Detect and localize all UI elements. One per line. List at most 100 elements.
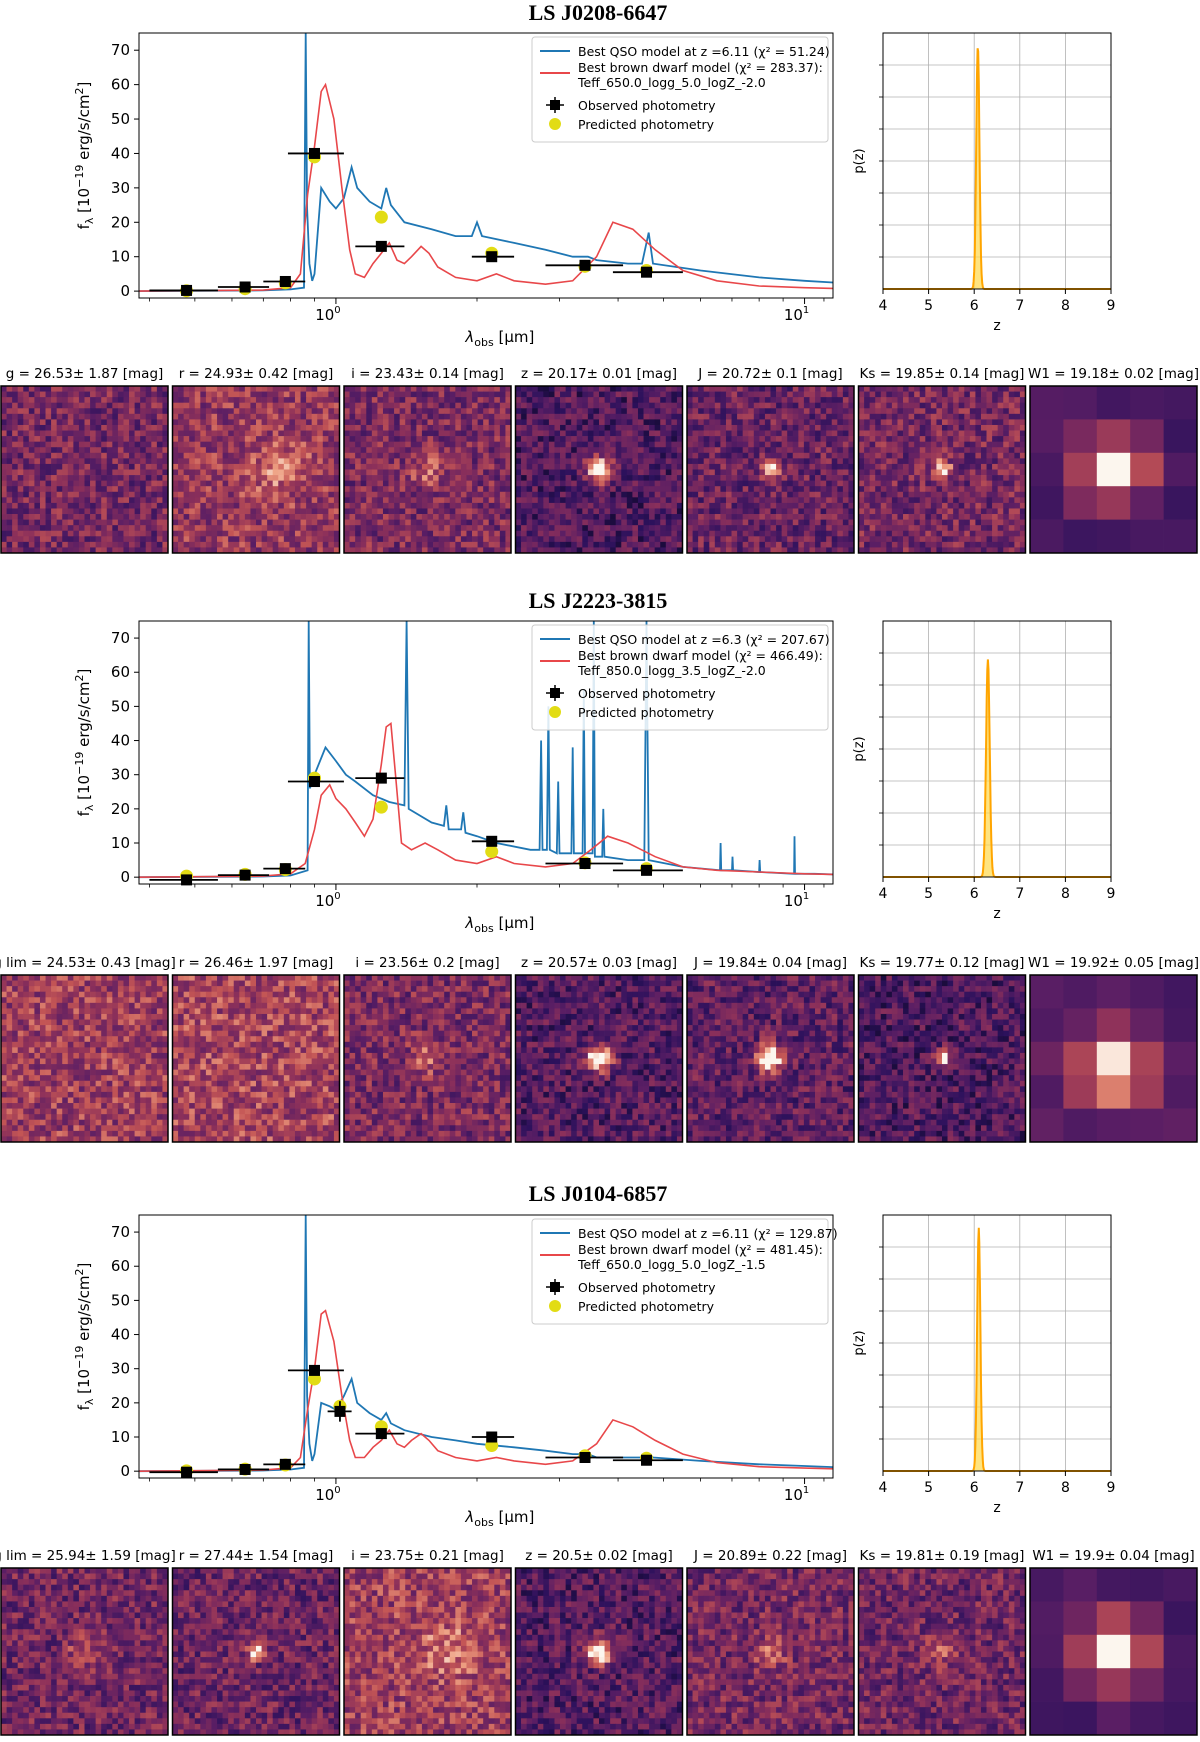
- cutout-pixel: [278, 542, 284, 548]
- cutout-pixel: [720, 503, 726, 509]
- cutout-pixel: [649, 431, 655, 437]
- cutout-pixel: [787, 470, 793, 476]
- cutout-pixel: [317, 447, 323, 453]
- cutout-pixel: [726, 497, 732, 503]
- cutout-pixel: [771, 436, 777, 442]
- cutout-pixel: [189, 458, 195, 464]
- cutout-pixel: [704, 536, 710, 542]
- cutout-pixel: [793, 392, 799, 398]
- cutout-pixel: [538, 542, 544, 548]
- cutout-pixel: [560, 414, 566, 420]
- cutout-pixel: [79, 419, 85, 425]
- cutout-pixel: [416, 514, 422, 520]
- cutout-pixel: [223, 431, 229, 437]
- cutout-pixel: [743, 464, 749, 470]
- cutout-pixel: [554, 447, 560, 453]
- cutout-pixel: [489, 453, 495, 459]
- cutout-pixel: [366, 414, 372, 420]
- cutout-pixel: [992, 425, 998, 431]
- cutout-pixel: [632, 508, 638, 514]
- cutout-pixel: [57, 497, 63, 503]
- cutout-pixel: [715, 470, 721, 476]
- cutout-pixel: [40, 431, 46, 437]
- cutout-pixel: [146, 386, 152, 392]
- cutout-pixel: [107, 386, 113, 392]
- cutout-pixel: [593, 470, 599, 476]
- cutout-pixel: [704, 531, 710, 537]
- cutout-pixel: [96, 425, 102, 431]
- cutout-pixel: [478, 392, 484, 398]
- cutout-pixel: [737, 486, 743, 492]
- cutout-pixel: [57, 458, 63, 464]
- cutout-pixel: [826, 475, 832, 481]
- cutout-pixel: [931, 447, 937, 453]
- cutout-pixel: [273, 520, 279, 526]
- cutout-pixel: [328, 458, 334, 464]
- observed-point: [181, 285, 192, 296]
- cutout-pixel: [538, 464, 544, 470]
- cutout-pixel: [389, 525, 395, 531]
- cutout-pixel: [267, 503, 273, 509]
- cutout-pixel: [472, 386, 478, 392]
- cutout-pixel: [516, 481, 522, 487]
- cutout-pixel: [312, 447, 318, 453]
- cutout-pixel: [610, 486, 616, 492]
- cutout-pixel: [782, 520, 788, 526]
- cutout-pixel: [494, 508, 500, 514]
- cutout-pixel: [726, 397, 732, 403]
- cutout-pixel: [7, 486, 13, 492]
- cutout-pixel: [821, 481, 827, 487]
- cutout-pixel: [666, 503, 672, 509]
- cutout-pixel: [527, 447, 533, 453]
- cutout-pixel: [914, 386, 920, 392]
- cutout-pixel: [809, 486, 815, 492]
- cutout-pixel: [494, 425, 500, 431]
- cutout-pixel: [798, 536, 804, 542]
- y-tick-label: 60: [111, 76, 130, 94]
- cutout-pixel: [461, 464, 467, 470]
- cutout-pixel: [815, 481, 821, 487]
- cutout-pixel: [217, 431, 223, 437]
- cutout-pixel: [112, 508, 118, 514]
- cutout-pixel: [178, 514, 184, 520]
- cutout-pixel: [500, 392, 506, 398]
- cutout-pixel: [720, 431, 726, 437]
- cutout-pixel: [278, 408, 284, 414]
- cutout-pixel: [759, 514, 765, 520]
- cutout-pixel: [29, 514, 35, 520]
- cutout-pixel: [560, 447, 566, 453]
- cutout-pixel: [832, 453, 838, 459]
- cutout-pixel: [720, 470, 726, 476]
- cutout-pixel: [101, 508, 107, 514]
- cutout-pixel: [278, 414, 284, 420]
- cutout-pixel: [178, 520, 184, 526]
- cutout-pixel: [157, 386, 163, 392]
- cutout-pixel: [112, 470, 118, 476]
- cutout-pixel: [455, 442, 461, 448]
- cutout-pixel: [151, 464, 157, 470]
- cutout-pixel: [571, 414, 577, 420]
- cutout-pixel: [400, 425, 406, 431]
- cutout-pixel: [704, 447, 710, 453]
- cutout-pixel: [538, 475, 544, 481]
- cutout-pixel: [444, 531, 450, 537]
- cutout-pixel: [173, 419, 179, 425]
- cutout-pixel: [832, 464, 838, 470]
- cutout-pixel: [361, 397, 367, 403]
- cutout-pixel: [46, 497, 52, 503]
- cutout-pixel: [79, 520, 85, 526]
- cutout-pixel: [306, 397, 312, 403]
- cutout-pixel: [494, 531, 500, 537]
- cutout-pixel: [377, 520, 383, 526]
- observed-point: [280, 276, 291, 287]
- cutout-pixel: [355, 442, 361, 448]
- cutout-pixel: [521, 542, 527, 548]
- cutout-pixel: [262, 392, 268, 398]
- cutout-pixel: [970, 397, 976, 403]
- cutout-pixel: [859, 436, 865, 442]
- cutout-pixel: [671, 475, 677, 481]
- cutout-pixel: [101, 425, 107, 431]
- cutout-pixel: [422, 414, 428, 420]
- cutout-pixel: [140, 542, 146, 548]
- cutout-pixel: [726, 486, 732, 492]
